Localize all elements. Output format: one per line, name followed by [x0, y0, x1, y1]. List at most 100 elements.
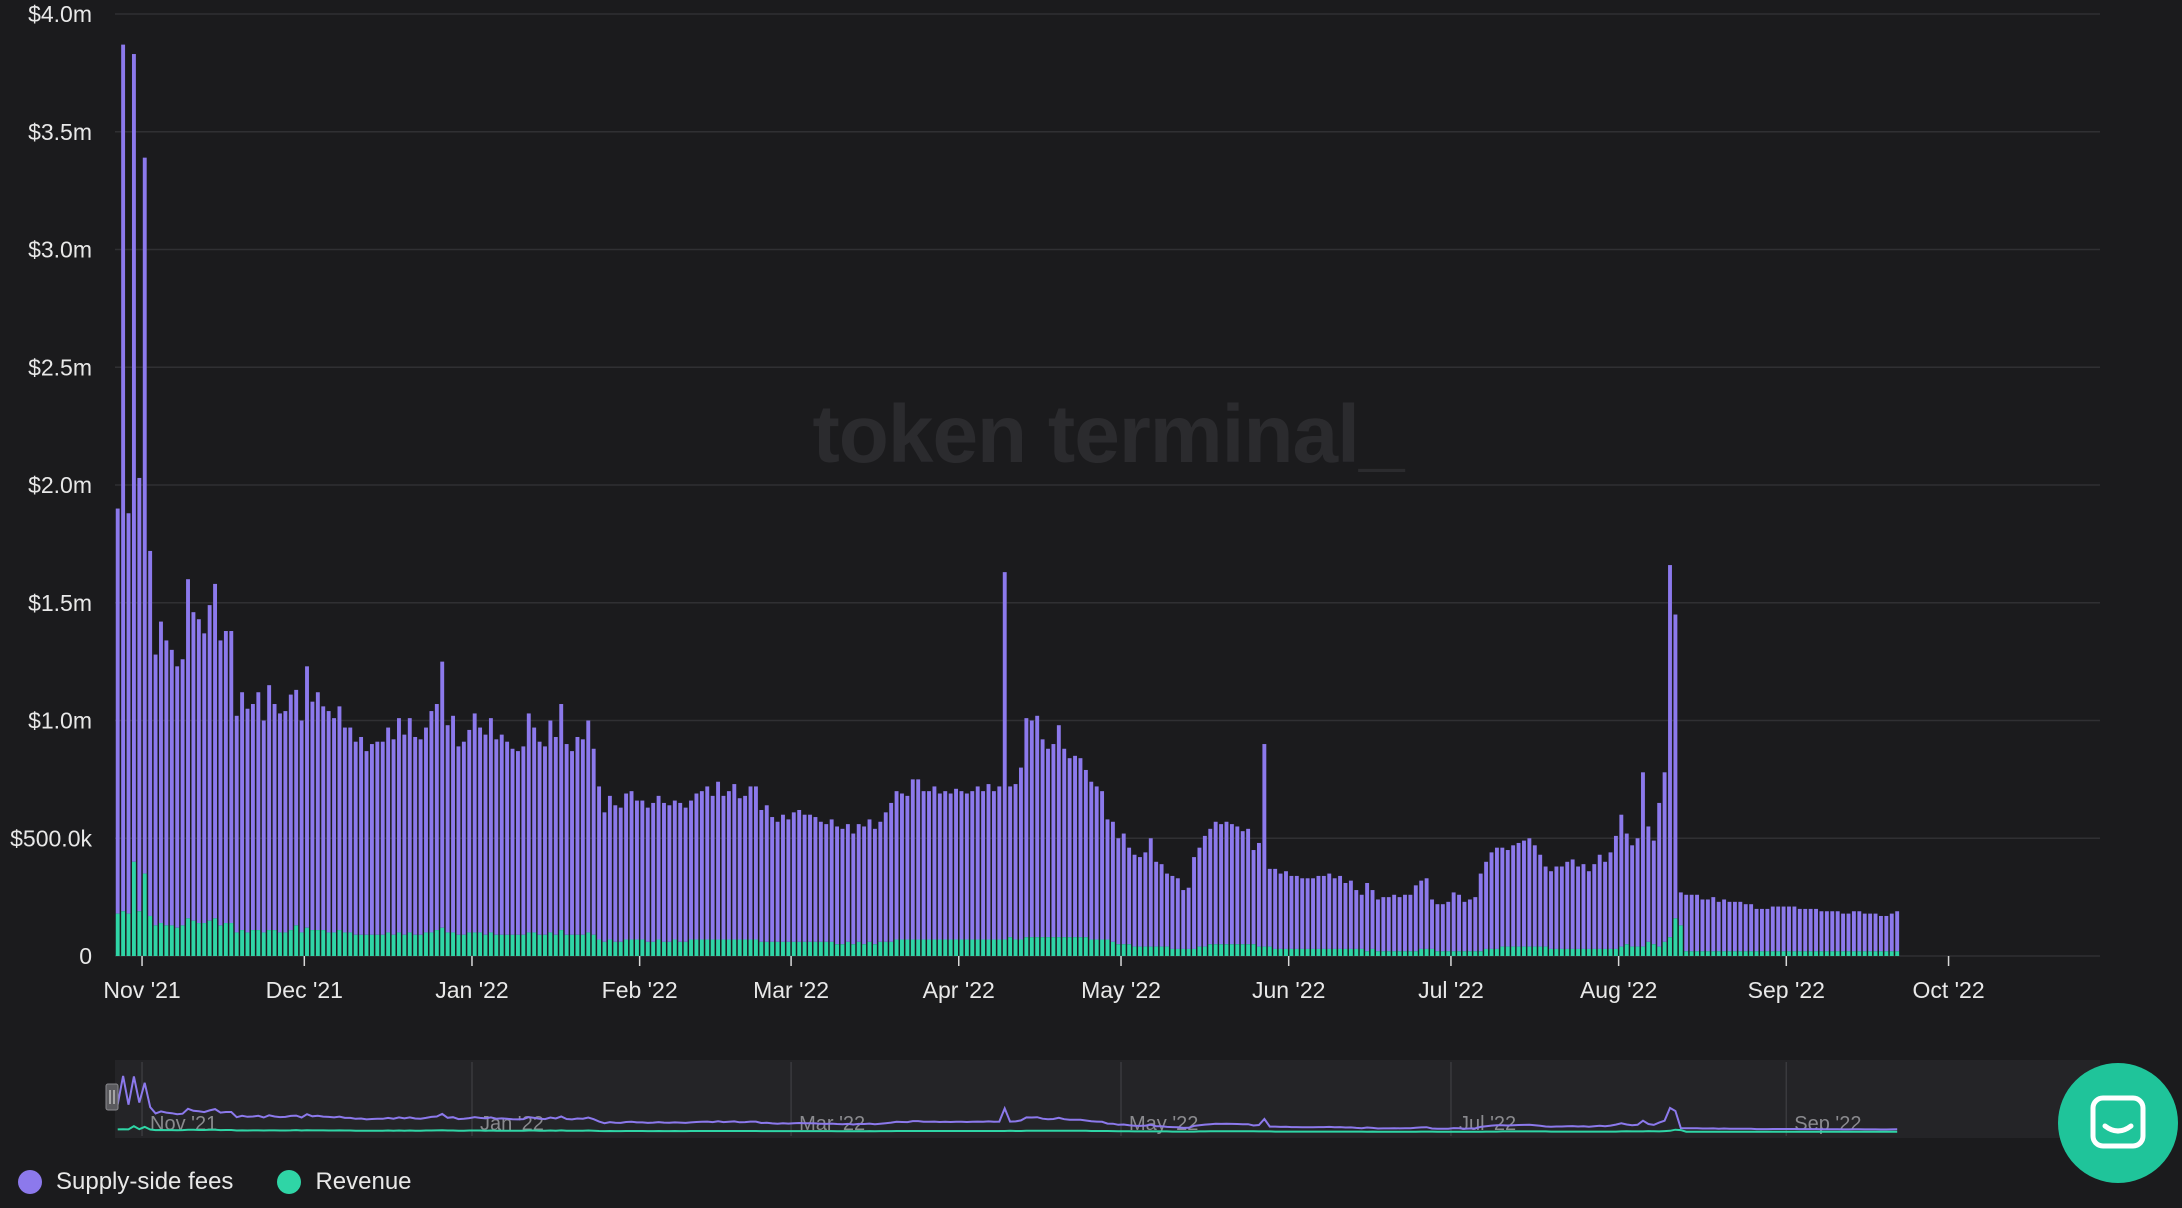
bar-supply-side-fees[interactable]	[1121, 833, 1126, 945]
bar-revenue[interactable]	[618, 941, 623, 956]
bar-supply-side-fees[interactable]	[1413, 885, 1418, 952]
bar-revenue[interactable]	[1170, 948, 1175, 956]
bar-supply-side-fees[interactable]	[1608, 852, 1613, 949]
bar-supply-side-fees[interactable]	[1311, 878, 1315, 949]
bar-supply-side-fees[interactable]	[640, 800, 645, 940]
bar-supply-side-fees[interactable]	[964, 793, 969, 940]
bar-revenue[interactable]	[1738, 951, 1743, 956]
bar-supply-side-fees[interactable]	[1154, 861, 1159, 947]
bar-revenue[interactable]	[559, 930, 564, 956]
bar-revenue[interactable]	[1446, 951, 1451, 956]
bar-revenue[interactable]	[1229, 944, 1234, 956]
bar-revenue[interactable]	[753, 939, 758, 956]
bar-supply-side-fees[interactable]	[131, 54, 136, 862]
bar-revenue[interactable]	[586, 932, 591, 956]
bar-supply-side-fees[interactable]	[683, 807, 688, 942]
bar-supply-side-fees[interactable]	[1857, 911, 1862, 952]
bar-revenue[interactable]	[342, 932, 347, 956]
bar-supply-side-fees[interactable]	[1489, 852, 1494, 949]
bar-revenue[interactable]	[824, 941, 829, 956]
bar-revenue[interactable]	[1700, 951, 1705, 956]
bar-supply-side-fees[interactable]	[1457, 894, 1462, 952]
bar-supply-side-fees[interactable]	[202, 633, 207, 924]
bar-supply-side-fees[interactable]	[1619, 814, 1624, 947]
bar-supply-side-fees[interactable]	[353, 741, 358, 935]
bar-revenue[interactable]	[272, 930, 277, 956]
bar-revenue[interactable]	[348, 932, 353, 956]
bar-supply-side-fees[interactable]	[1105, 819, 1110, 940]
bar-revenue[interactable]	[240, 930, 245, 956]
bar-revenue[interactable]	[575, 934, 580, 956]
bar-revenue[interactable]	[267, 930, 272, 956]
bar-revenue[interactable]	[1029, 937, 1034, 956]
bar-supply-side-fees[interactable]	[1603, 861, 1608, 949]
bar-revenue[interactable]	[1208, 944, 1213, 956]
bar-revenue[interactable]	[380, 934, 385, 956]
bar-revenue[interactable]	[1657, 946, 1662, 956]
bar-supply-side-fees[interactable]	[1646, 826, 1651, 942]
bar-supply-side-fees[interactable]	[845, 824, 850, 942]
bar-supply-side-fees[interactable]	[1511, 845, 1516, 947]
bar-revenue[interactable]	[305, 927, 309, 956]
bar-supply-side-fees[interactable]	[478, 727, 483, 933]
bar-revenue[interactable]	[900, 939, 904, 956]
bar-revenue[interactable]	[1278, 948, 1283, 956]
bar-supply-side-fees[interactable]	[1100, 791, 1105, 940]
bar-revenue[interactable]	[916, 939, 921, 956]
bar-supply-side-fees[interactable]	[1251, 850, 1256, 945]
bar-supply-side-fees[interactable]	[1386, 897, 1391, 952]
bar-supply-side-fees[interactable]	[1873, 913, 1878, 952]
bar-revenue[interactable]	[645, 941, 650, 956]
bar-supply-side-fees[interactable]	[1046, 748, 1050, 938]
bar-revenue[interactable]	[1381, 951, 1386, 956]
bar-supply-side-fees[interactable]	[369, 744, 374, 935]
bar-supply-side-fees[interactable]	[1754, 908, 1759, 952]
bar-revenue[interactable]	[1581, 948, 1586, 956]
bar-supply-side-fees[interactable]	[1494, 847, 1499, 949]
bar-revenue[interactable]	[591, 934, 596, 956]
bar-supply-side-fees[interactable]	[981, 791, 986, 940]
bar-revenue[interactable]	[1743, 951, 1748, 956]
bar-revenue[interactable]	[1040, 937, 1045, 956]
bar-supply-side-fees[interactable]	[1727, 901, 1732, 952]
bar-supply-side-fees[interactable]	[1554, 866, 1559, 949]
bar-revenue[interactable]	[429, 932, 434, 956]
bar-revenue[interactable]	[1814, 951, 1818, 956]
bar-supply-side-fees[interactable]	[337, 706, 342, 931]
bar-revenue[interactable]	[1202, 946, 1207, 956]
bar-supply-side-fees[interactable]	[770, 817, 775, 942]
bar-supply-side-fees[interactable]	[1408, 894, 1413, 952]
bar-revenue[interactable]	[694, 939, 699, 956]
bar-revenue[interactable]	[602, 941, 607, 956]
bar-supply-side-fees[interactable]	[451, 715, 455, 933]
bar-revenue[interactable]	[1635, 946, 1640, 956]
bar-supply-side-fees[interactable]	[164, 640, 169, 926]
bar-supply-side-fees[interactable]	[867, 819, 872, 942]
bar-revenue[interactable]	[1619, 946, 1624, 956]
bar-revenue[interactable]	[1727, 951, 1732, 956]
bar-revenue[interactable]	[553, 934, 558, 956]
bar-revenue[interactable]	[1148, 946, 1153, 956]
bar-revenue[interactable]	[1765, 951, 1770, 956]
bar-revenue[interactable]	[202, 923, 207, 956]
bar-supply-side-fees[interactable]	[1651, 840, 1656, 945]
bar-revenue[interactable]	[1181, 948, 1186, 956]
bar-supply-side-fees[interactable]	[1300, 878, 1305, 949]
bar-revenue[interactable]	[1430, 948, 1434, 956]
bar-supply-side-fees[interactable]	[1814, 908, 1818, 952]
bar-supply-side-fees[interactable]	[921, 791, 926, 940]
bar-supply-side-fees[interactable]	[1229, 824, 1234, 945]
bar-supply-side-fees[interactable]	[716, 781, 721, 940]
bar-supply-side-fees[interactable]	[1657, 802, 1662, 947]
bar-supply-side-fees[interactable]	[1889, 913, 1894, 952]
bar-revenue[interactable]	[424, 932, 428, 956]
bar-supply-side-fees[interactable]	[1224, 821, 1229, 945]
bar-supply-side-fees[interactable]	[851, 833, 856, 945]
bar-revenue[interactable]	[1716, 951, 1721, 956]
bar-supply-side-fees[interactable]	[1348, 880, 1353, 949]
bar-revenue[interactable]	[1116, 944, 1121, 956]
bar-supply-side-fees[interactable]	[927, 791, 931, 940]
bar-revenue[interactable]	[191, 920, 196, 956]
bar-revenue[interactable]	[1641, 946, 1645, 956]
bar-supply-side-fees[interactable]	[564, 744, 569, 935]
